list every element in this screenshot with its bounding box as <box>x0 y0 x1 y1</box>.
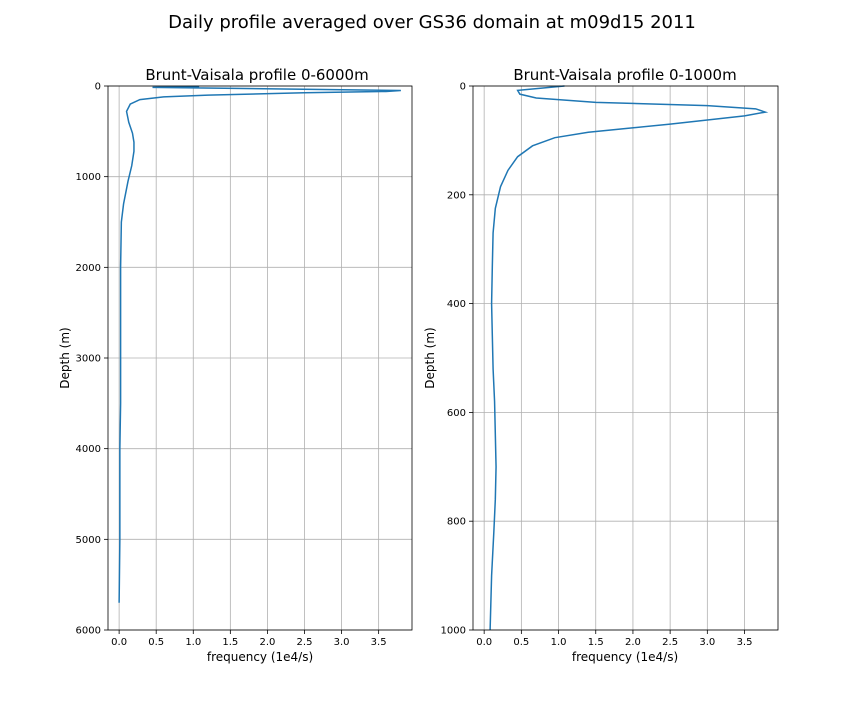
chart-left-xtick-label-6: 3.0 <box>334 637 350 648</box>
chart-left-ytick-label-4: 4000 <box>76 444 101 455</box>
chart-left-ytick-label-2: 2000 <box>76 263 101 274</box>
chart-right-xtick-label-1: 0.5 <box>513 637 529 648</box>
chart-right-xtick-label-5: 2.5 <box>662 637 678 648</box>
chart-left-ytick-label-5: 5000 <box>76 535 101 546</box>
chart-right-xtick-label-0: 0.0 <box>476 637 492 648</box>
chart-left-xtick-label-0: 0.0 <box>111 637 127 648</box>
chart-right-xlabel: frequency (1e4/s) <box>572 650 678 664</box>
chart-right-ytick-label-3: 600 <box>447 408 466 419</box>
chart-right-ytick-label-2: 400 <box>447 299 466 310</box>
chart-left-title: Brunt-Vaisala profile 0-6000m <box>145 66 368 84</box>
chart-left-xtick-label-4: 2.0 <box>259 637 275 648</box>
figure-suptitle: Daily profile averaged over GS36 domain … <box>168 12 696 33</box>
chart-left-ylabel: Depth (m) <box>58 327 72 388</box>
chart-left-xtick-label-5: 2.5 <box>297 637 313 648</box>
chart-right-xtick-label-6: 3.0 <box>699 637 715 648</box>
chart-left-xtick-label-1: 0.5 <box>148 637 164 648</box>
chart-left-ytick-label-1: 1000 <box>76 172 101 183</box>
chart-left-ytick-label-6: 6000 <box>76 626 101 637</box>
chart-right-ylabel: Depth (m) <box>423 327 437 388</box>
chart-right-plot-frame <box>472 85 779 631</box>
chart-right-xtick-label-3: 1.5 <box>588 637 604 648</box>
chart-left-xtick-label-2: 1.0 <box>185 637 201 648</box>
chart-left: Brunt-Vaisala profile 0-6000m frequency … <box>58 66 413 664</box>
chart-right-ytick-label-5: 1000 <box>441 626 466 637</box>
chart-right-ytick-label-0: 0 <box>460 82 466 93</box>
chart-left-ytick-label-0: 0 <box>95 82 101 93</box>
chart-left-xtick-label-7: 3.5 <box>371 637 387 648</box>
chart-right: Brunt-Vaisala profile 0-1000m frequency … <box>423 66 779 664</box>
chart-left-ytick-label-3: 3000 <box>76 354 101 365</box>
chart-right-xtick-label-2: 1.0 <box>551 637 567 648</box>
chart-right-xtick-label-4: 2.0 <box>625 637 641 648</box>
chart-left-series-line-0 <box>118 85 401 603</box>
chart-right-ytick-label-4: 800 <box>447 517 466 528</box>
chart-left-xlabel: frequency (1e4/s) <box>207 650 313 664</box>
chart-right-title: Brunt-Vaisala profile 0-1000m <box>513 66 736 84</box>
chart-right-series-line-0 <box>489 85 769 631</box>
chart-right-ytick-label-1: 200 <box>447 190 466 201</box>
chart-left-xtick-label-3: 1.5 <box>222 637 238 648</box>
chart-right-xtick-label-7: 3.5 <box>737 637 753 648</box>
